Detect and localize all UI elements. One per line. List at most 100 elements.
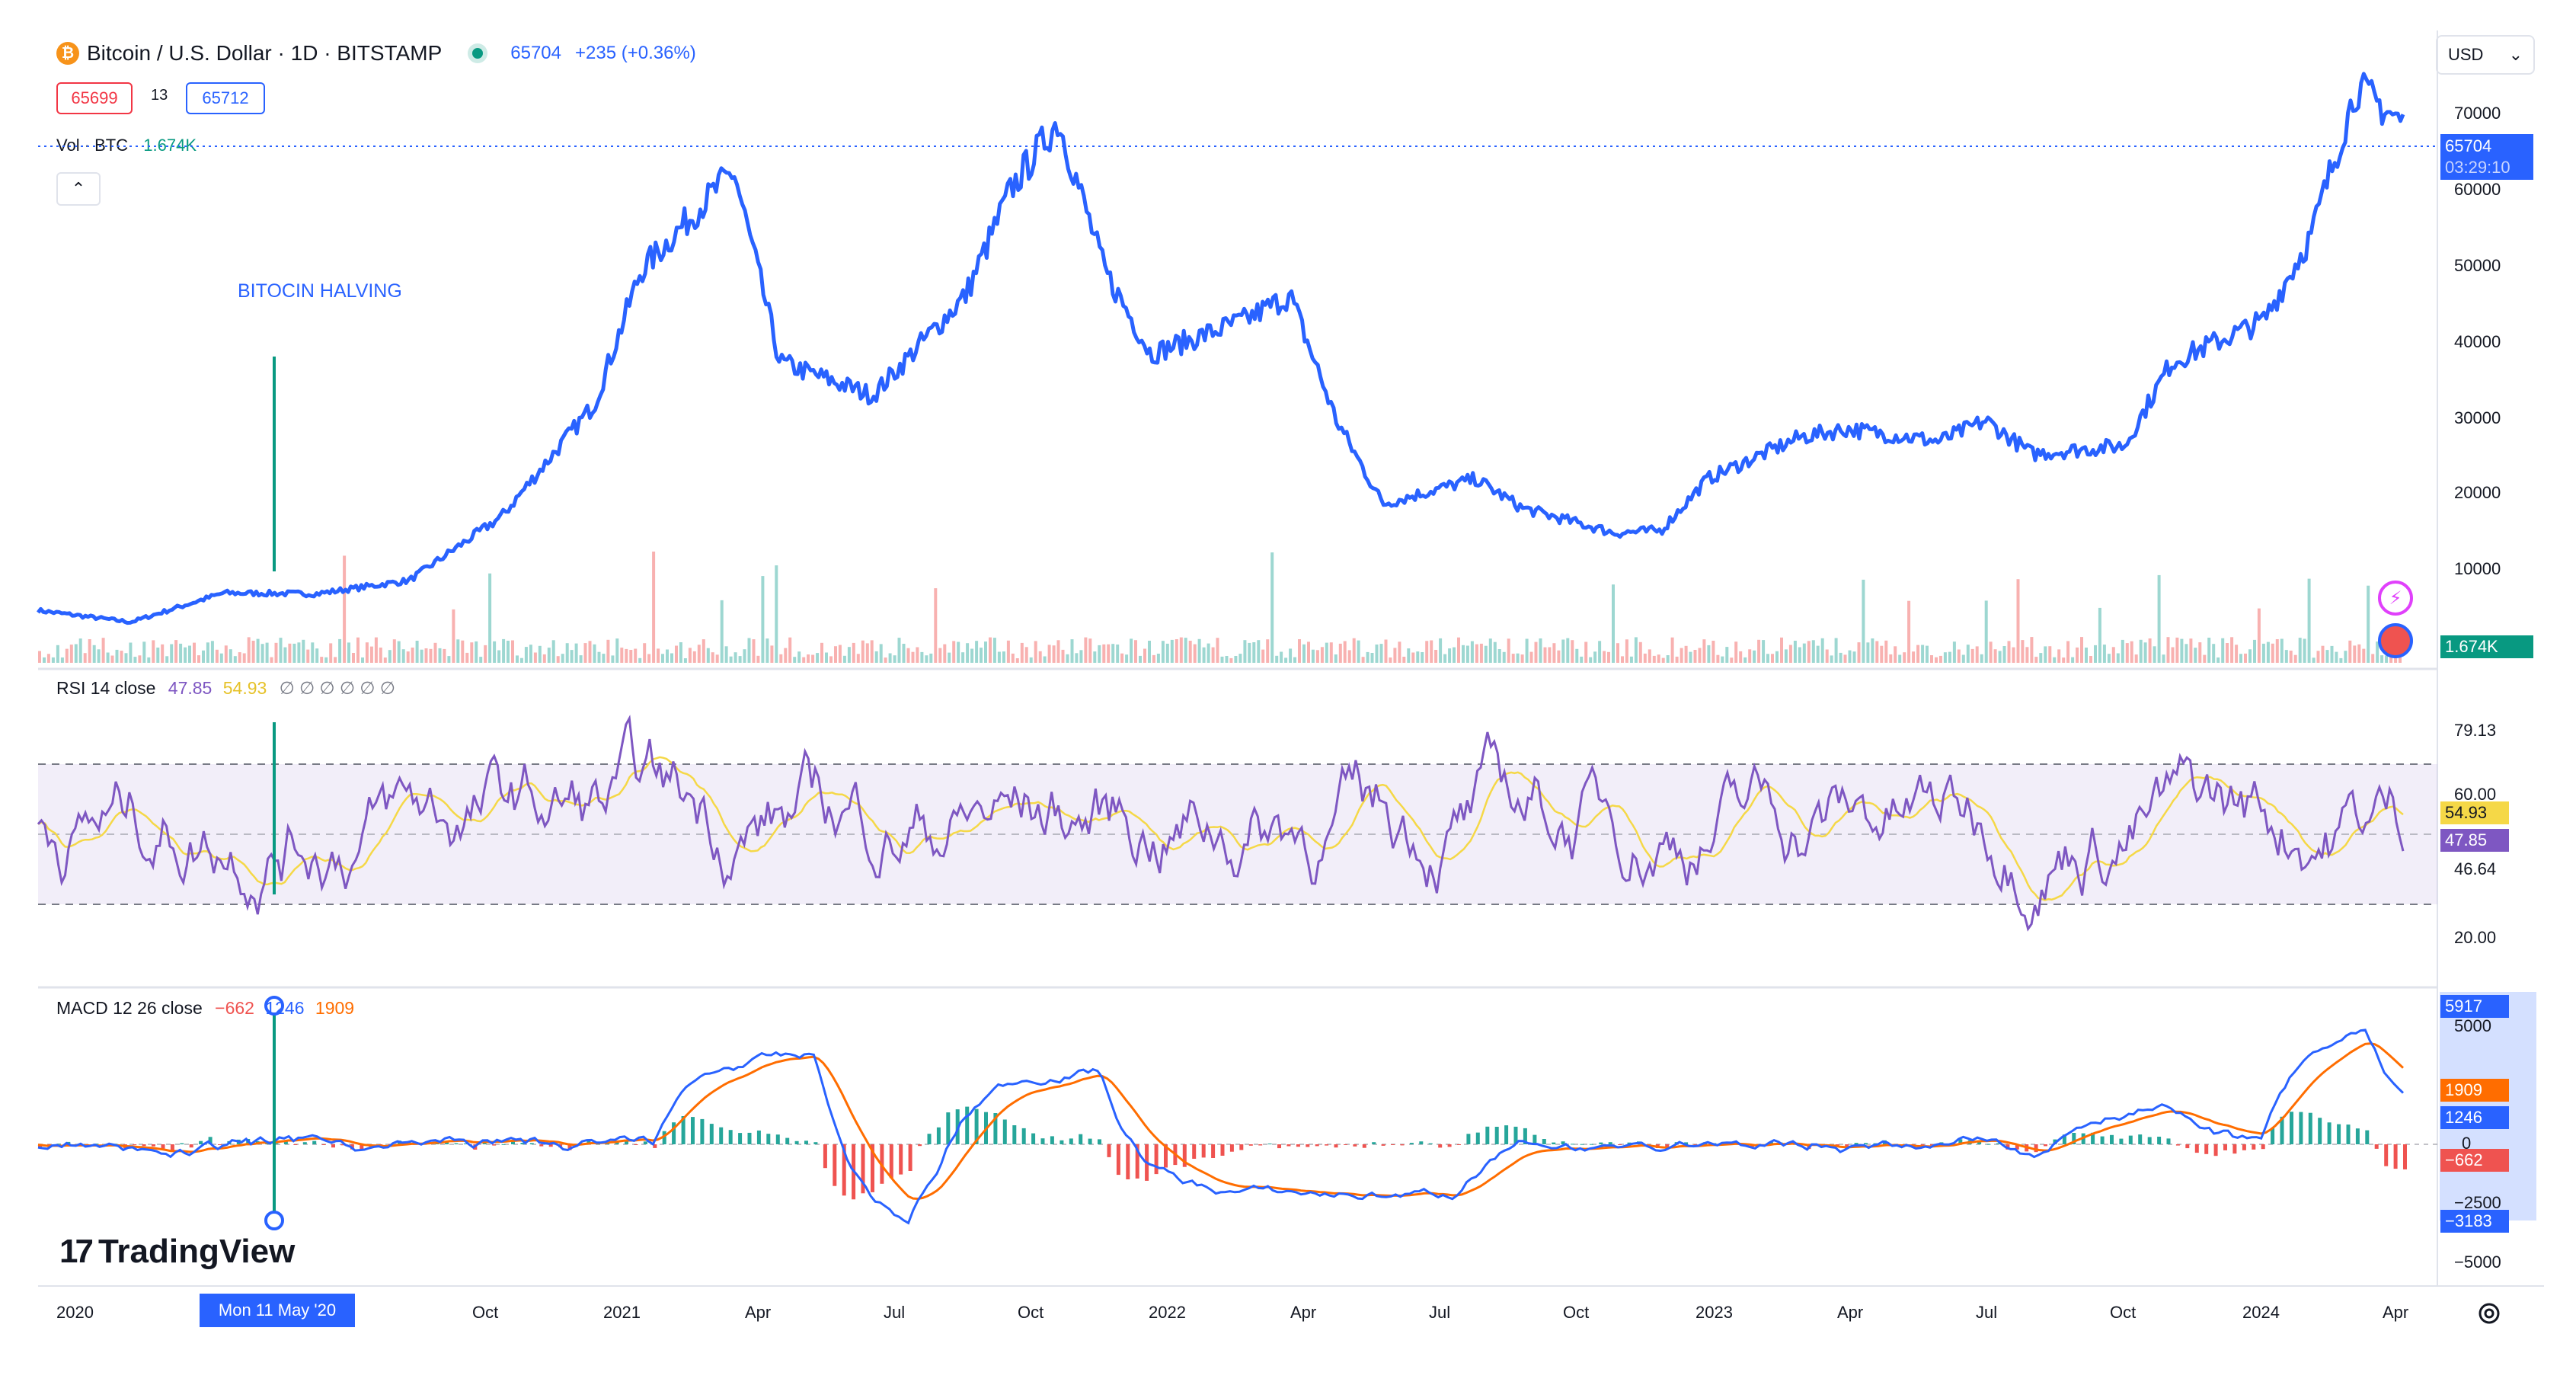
volume-bar <box>92 645 96 663</box>
macd-hist-bar <box>302 1142 307 1144</box>
macd-hist-bar <box>1409 1143 1414 1144</box>
symbol-title[interactable]: Bitcoin / U.S. Dollar · 1D · BITSTAMP <box>87 41 443 65</box>
volume-bar <box>1721 656 1724 663</box>
rsi-legend[interactable]: RSI 14 close 47.85 54.93 ∅ ∅ ∅ ∅ ∅ ∅ <box>56 678 395 699</box>
volume-legend[interactable]: Vol · BTC 1.674K <box>56 136 197 155</box>
macd-hist-bar <box>775 1134 780 1144</box>
volume-bar <box>2253 639 2256 663</box>
volume-bar <box>1862 579 1865 663</box>
volume-bar <box>1179 637 1183 663</box>
price-tick: 70000 <box>2454 104 2501 123</box>
volume-bar <box>401 649 405 663</box>
volume-bar <box>629 650 633 663</box>
volume-bar <box>752 639 756 663</box>
volume-bar <box>1407 648 1411 663</box>
price-series-line[interactable] <box>37 72 2405 625</box>
macd-signal-line[interactable] <box>37 1042 2405 1201</box>
volume-bar <box>2157 574 2161 663</box>
volume-bar <box>1975 646 1979 663</box>
macd-hist-bar <box>1229 1144 1234 1152</box>
drawing-anchor-handle[interactable] <box>264 996 284 1016</box>
macd-hist-bar <box>2204 1144 2209 1154</box>
gear-icon[interactable] <box>2474 1298 2504 1329</box>
macd-hist-bar <box>2299 1112 2303 1144</box>
macd-hist-bar <box>1552 1142 1556 1144</box>
volume-bar <box>2293 654 2297 663</box>
volume-bar <box>793 657 797 663</box>
volume-bar <box>966 643 970 663</box>
macd-hist-bar <box>539 1144 544 1147</box>
volume-bar <box>989 637 992 663</box>
volume-bar <box>1402 657 1406 663</box>
volume-bar <box>1002 651 1005 663</box>
volume-bar <box>365 642 369 663</box>
chevron-down-icon: ⌄ <box>2508 45 2523 64</box>
macd-hist-bar <box>1012 1125 1017 1144</box>
volume-bar <box>1884 640 1888 663</box>
volume-bar <box>1684 645 1688 663</box>
drawing-anchor-handle[interactable] <box>264 1211 284 1230</box>
volume-bar <box>870 640 874 663</box>
volume-bar <box>702 639 705 663</box>
volume-bar <box>551 640 555 663</box>
volume-bar <box>83 653 87 663</box>
volume-bar <box>2034 657 2038 663</box>
flag-icon[interactable] <box>2378 623 2413 658</box>
volume-bar <box>929 653 933 663</box>
volume-bar <box>2339 657 2343 663</box>
volume-bar <box>1557 650 1561 663</box>
volume-bar <box>984 641 987 663</box>
volume-bar <box>247 637 251 663</box>
macd-hist-bar <box>1845 1144 1849 1147</box>
macd-hist-bar <box>2280 1116 2284 1144</box>
lightning-icon[interactable]: ⚡ <box>2378 581 2413 616</box>
volume-bar <box>88 639 91 663</box>
last-price-tag[interactable]: 65704 03:29:10 <box>2440 134 2533 180</box>
rsi-line[interactable] <box>37 715 2405 932</box>
volume-bar <box>110 655 114 663</box>
buy-price-button[interactable]: 65712 <box>186 82 265 114</box>
macd-hist-bar <box>1457 1144 1461 1145</box>
volume-bar <box>2062 657 2066 663</box>
symbol-header[interactable]: ₿ Bitcoin / U.S. Dollar · 1D · BITSTAMP … <box>56 35 696 72</box>
volume-bar <box>1216 638 1219 663</box>
macd-line[interactable] <box>37 1029 2405 1225</box>
macd-value: 1246 <box>265 998 305 1018</box>
volume-bar <box>2207 638 2211 663</box>
volume-bar <box>643 643 647 663</box>
halving-annotation[interactable]: BITOCIN HALVING <box>238 280 402 302</box>
volume-bar <box>2198 642 2202 663</box>
volume-bar <box>2298 638 2302 663</box>
volume-bar <box>2016 579 2020 663</box>
volume-bar <box>69 645 73 663</box>
volume-bar <box>779 654 783 663</box>
volume-bar <box>338 638 342 663</box>
currency-selector[interactable]: USD ⌄ <box>2436 35 2535 75</box>
volume-bar <box>2085 648 2088 663</box>
volume-bar <box>1338 643 1342 663</box>
volume-bars <box>38 552 2402 663</box>
volume-bar <box>1957 649 1961 663</box>
macd-legend[interactable]: MACD 12 26 close −662 1246 1909 <box>56 998 354 1019</box>
volume-bar <box>1866 642 1870 663</box>
volume-bar <box>274 642 278 663</box>
volume-bar <box>1980 654 1983 663</box>
volume-bar <box>1161 641 1165 663</box>
macd-hist-bar <box>2091 1132 2095 1144</box>
collapse-legend-button[interactable]: ⌃ <box>56 172 101 206</box>
tradingview-logo[interactable]: 17 TradingView <box>59 1233 295 1271</box>
macd-hist-bar <box>1494 1127 1499 1144</box>
volume-bar <box>1625 639 1628 663</box>
volume-bar <box>324 657 328 663</box>
macd-hist-bar <box>170 1144 174 1150</box>
volume-value: 1.674K <box>143 136 197 155</box>
market-open-status-icon <box>472 48 484 59</box>
volume-bar <box>1784 649 1788 663</box>
volume-bar <box>165 656 169 663</box>
volume-bar <box>334 657 337 663</box>
volume-bar <box>1257 640 1261 663</box>
macd-hist-bar <box>1050 1136 1054 1144</box>
volume-bar <box>1165 643 1169 663</box>
sell-price-button[interactable]: 65699 <box>56 82 133 114</box>
